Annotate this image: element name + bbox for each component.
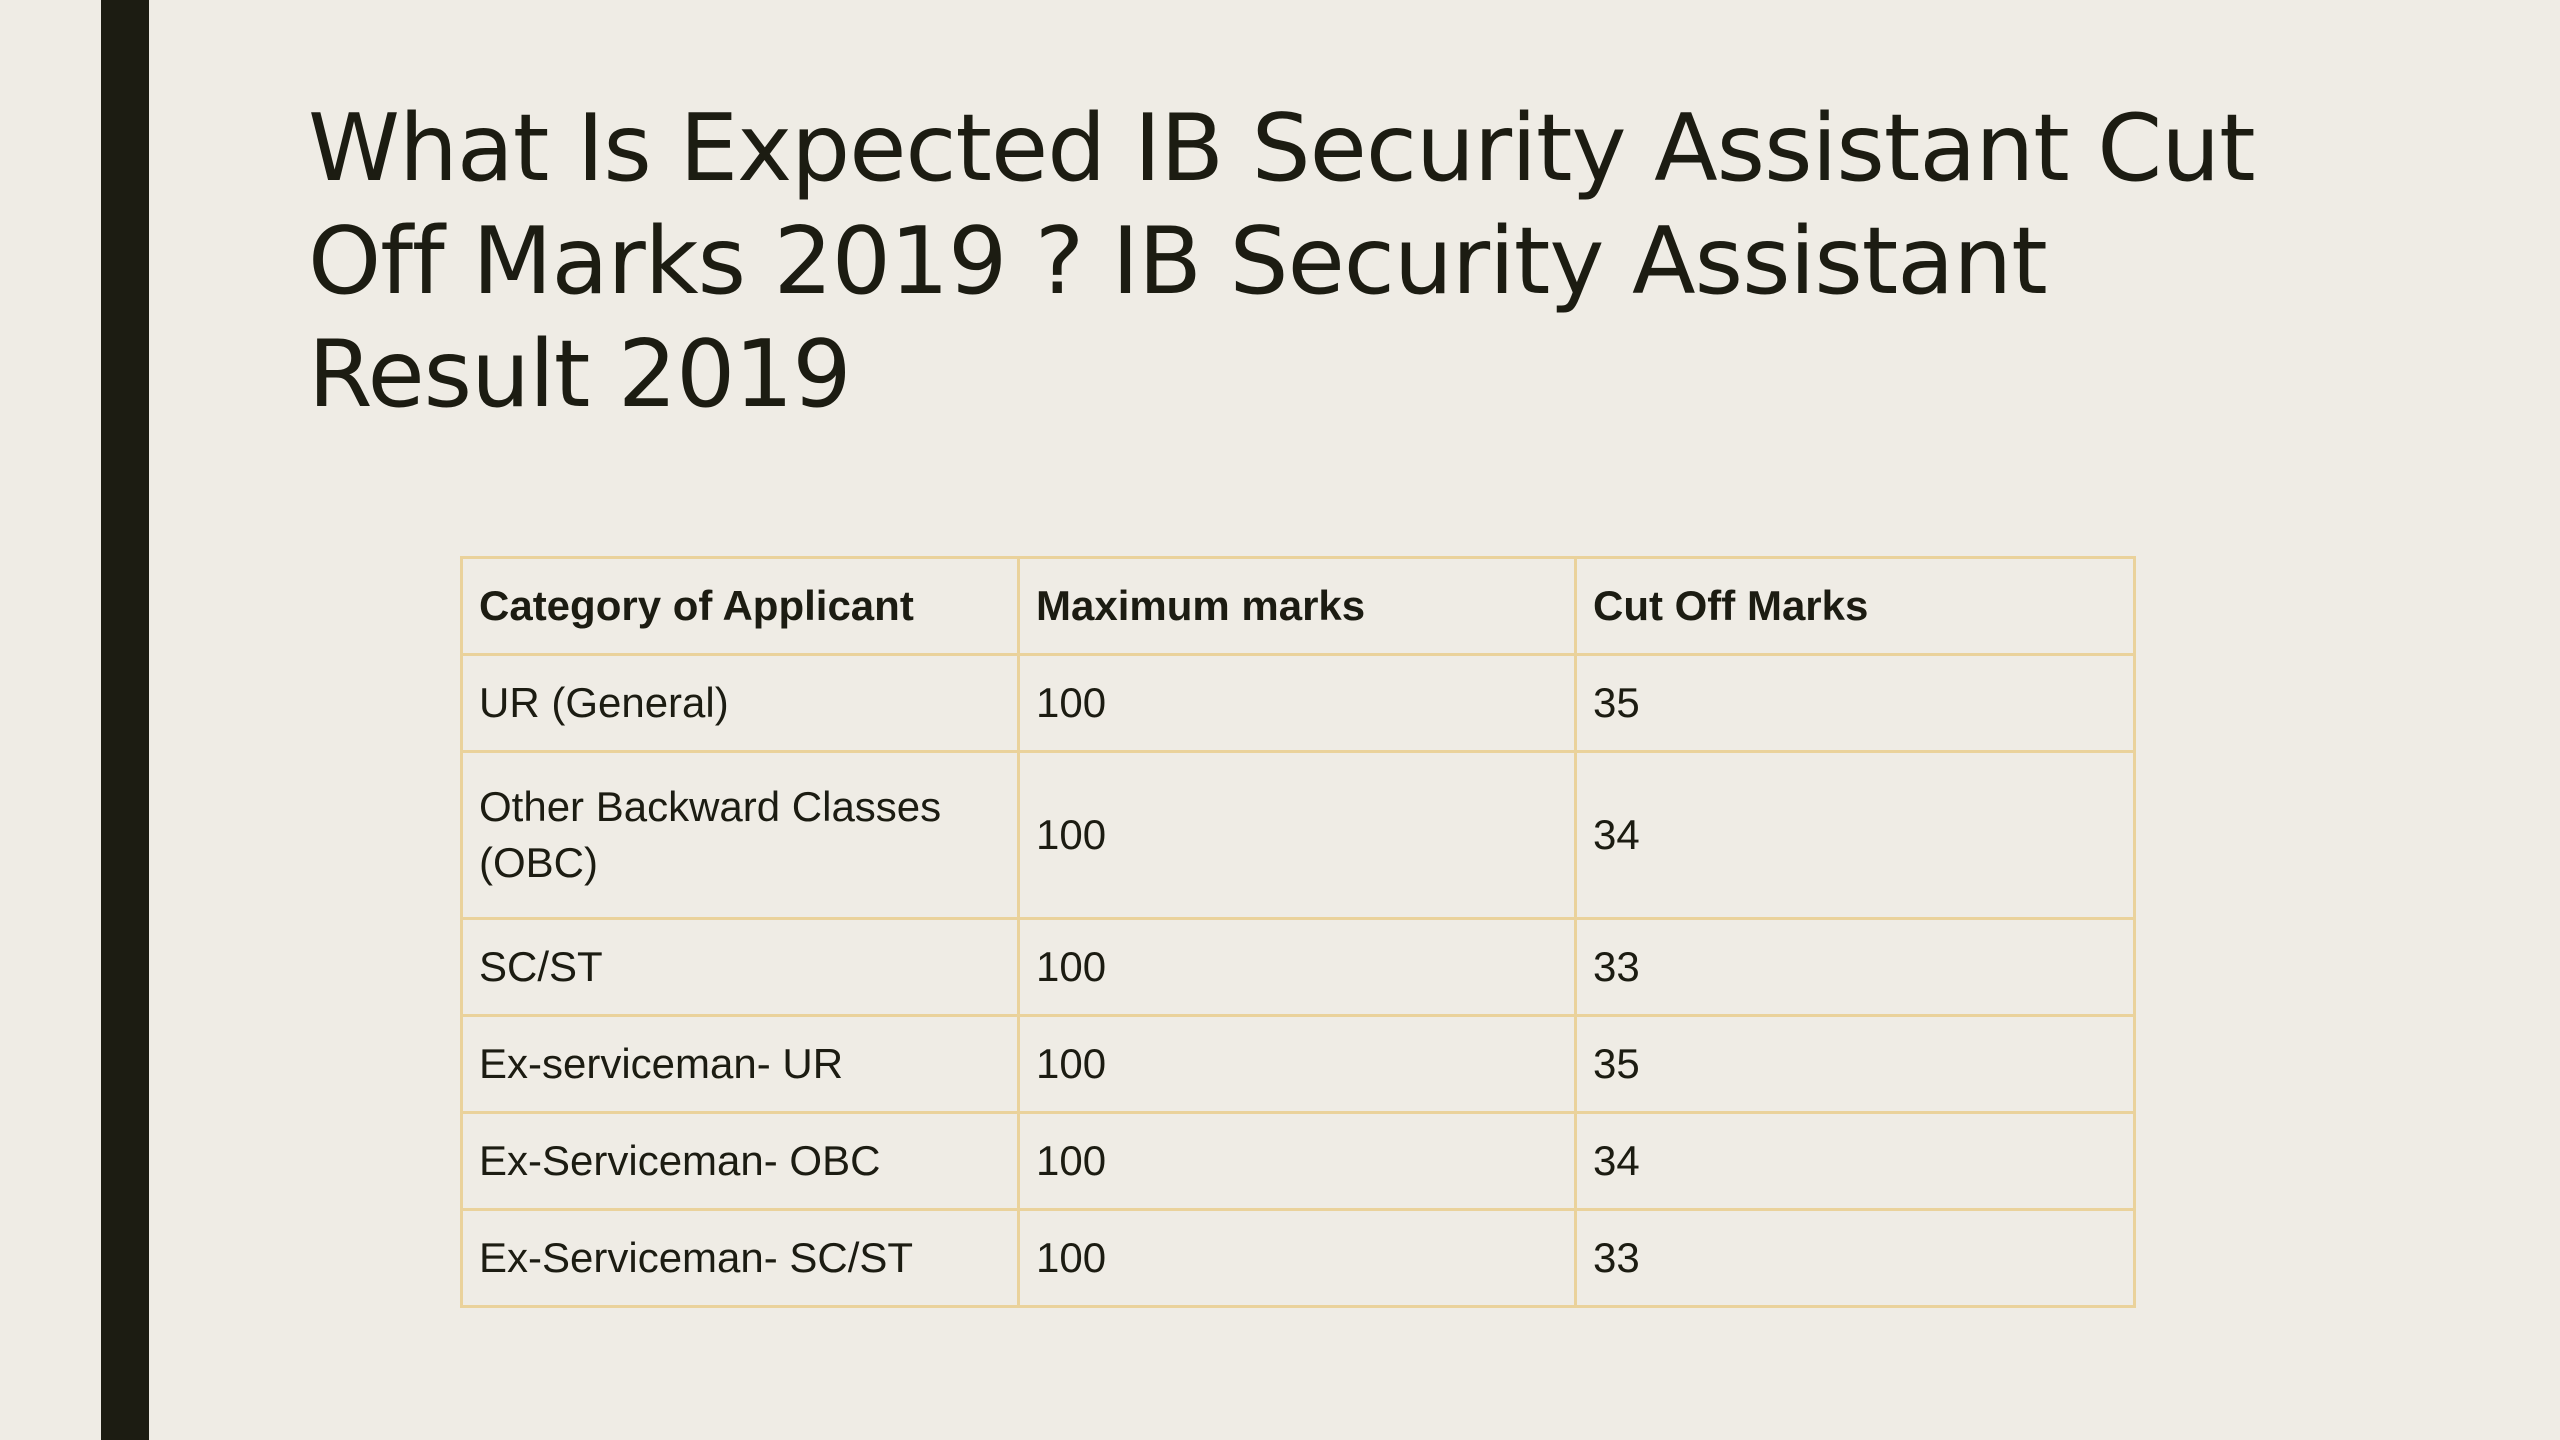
category-cell: Ex-Serviceman- SC/ST	[460, 1208, 1020, 1308]
table-row: Ex-serviceman- UR 100 35	[460, 1014, 2136, 1114]
table-header-row: Category of Applicant Maximum marks Cut …	[460, 556, 2136, 656]
table-row: Ex-Serviceman- OBC 100 34	[460, 1111, 2136, 1211]
maximum-marks-cell: 100	[1017, 653, 1577, 753]
maximum-marks-cell: 100	[1017, 917, 1577, 1017]
category-cell: SC/ST	[460, 917, 1020, 1017]
table-row: UR (General) 100 35	[460, 653, 2136, 753]
header-category: Category of Applicant	[460, 556, 1020, 656]
cut-off-marks-cell: 35	[1574, 1014, 2136, 1114]
category-cell: Ex-Serviceman- OBC	[460, 1111, 1020, 1211]
header-maximum-marks: Maximum marks	[1017, 556, 1577, 656]
cut-off-marks-cell: 34	[1574, 750, 2136, 920]
table-row: Ex-Serviceman- SC/ST 100 33	[460, 1208, 2136, 1308]
accent-bar	[101, 0, 149, 1440]
maximum-marks-cell: 100	[1017, 1014, 1577, 1114]
cutoff-table: Category of Applicant Maximum marks Cut …	[460, 556, 2136, 1308]
category-cell: Ex-serviceman- UR	[460, 1014, 1020, 1114]
slide-title: What Is Expected IB Security Assistant C…	[308, 94, 2256, 428]
cut-off-marks-cell: 33	[1574, 917, 2136, 1017]
cut-off-marks-cell: 33	[1574, 1208, 2136, 1308]
cut-off-marks-cell: 34	[1574, 1111, 2136, 1211]
table-row: Other Backward Classes (OBC) 100 34	[460, 750, 2136, 920]
maximum-marks-cell: 100	[1017, 750, 1577, 920]
cut-off-marks-cell: 35	[1574, 653, 2136, 753]
category-cell: UR (General)	[460, 653, 1020, 753]
table-row: SC/ST 100 33	[460, 917, 2136, 1017]
maximum-marks-cell: 100	[1017, 1208, 1577, 1308]
maximum-marks-cell: 100	[1017, 1111, 1577, 1211]
category-cell: Other Backward Classes (OBC)	[460, 750, 1020, 920]
header-cut-off-marks: Cut Off Marks	[1574, 556, 2136, 656]
